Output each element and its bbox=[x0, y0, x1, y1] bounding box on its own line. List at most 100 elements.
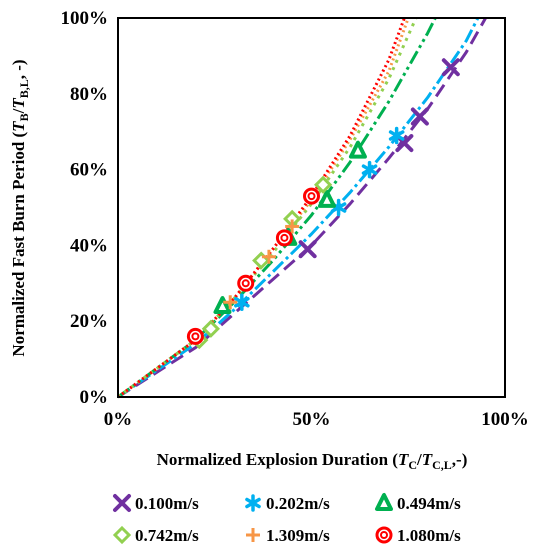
data-point-1-309m-s-2 bbox=[261, 249, 276, 264]
legend-label-0-742m-s: 0.742m/s bbox=[135, 526, 199, 545]
series-line-0-742m-s bbox=[117, 17, 418, 399]
data-point-0-494m-s-1 bbox=[213, 296, 232, 315]
legend-marker-0-100m-s-stroke-2 bbox=[113, 494, 131, 512]
data-point-1-080m-s-2-outer bbox=[237, 274, 255, 292]
y-axis-label-part-2: , -) bbox=[9, 59, 28, 79]
legend-label-1-309m-s: 1.309m/s bbox=[266, 526, 330, 545]
legend-marker-0-742m-s bbox=[112, 525, 132, 545]
data-point-1-080m-s-3-inner bbox=[280, 233, 289, 242]
x-axis-label-part-1: Normalized Explosion Duration ( bbox=[157, 450, 399, 469]
data-point-0-100m-s-3-stroke-2 bbox=[410, 107, 429, 126]
y-axis-label-slash: / bbox=[9, 108, 28, 114]
series-line-0-494m-s bbox=[117, 17, 437, 399]
data-point-1-080m-s-2-inner bbox=[241, 279, 250, 288]
tick-layer: 0% 20% 40% 60% 80% 100% 0% 50% 100% bbox=[61, 8, 529, 430]
data-point-0-202m-s-4-stroke-3 bbox=[388, 130, 405, 141]
data-point-1-080m-s-1-inner bbox=[191, 332, 200, 341]
data-point-0-202m-s-1-stroke-3 bbox=[234, 297, 250, 308]
data-point-0-100m-s-2-stroke-2 bbox=[395, 134, 414, 153]
y-axis-label-symbol-1: T bbox=[9, 121, 28, 132]
legend-item-0-100m-s: 0.100m/s bbox=[113, 494, 199, 513]
data-point-1-080m-s-1-outer bbox=[186, 327, 204, 345]
data-point-0-742m-s-2-shape bbox=[201, 319, 221, 338]
x-axis-label-symbol-1: T bbox=[398, 450, 409, 469]
data-point-1-080m-s-3-outer bbox=[275, 229, 293, 247]
y-axis-label-sub-1: B bbox=[17, 113, 31, 121]
data-point-0-742m-s-5-shape bbox=[313, 175, 333, 194]
legend-label-0-494m-s: 0.494m/s bbox=[397, 494, 461, 513]
legend-label-0-100m-s: 0.100m/s bbox=[135, 494, 199, 513]
data-point-1-080m-s-4-inner bbox=[307, 192, 316, 201]
legend-marker-1-309m-s bbox=[246, 528, 260, 542]
legend-marker-0-742m-s-shape bbox=[112, 525, 132, 545]
legend-item-0-202m-s: 0.202m/s bbox=[245, 494, 330, 513]
y-tick-label-20: 20% bbox=[70, 311, 108, 332]
data-point-0-100m-s-3 bbox=[410, 107, 429, 126]
data-point-0-202m-s-3 bbox=[361, 160, 378, 179]
y-tick-label-40: 40% bbox=[70, 235, 108, 256]
legend-item-0-494m-s: 0.494m/s bbox=[375, 493, 461, 513]
data-point-0-494m-s-3-shape bbox=[317, 189, 336, 208]
data-point-0-202m-s-3-stroke-3 bbox=[361, 164, 378, 175]
x-tick-label-0: 0% bbox=[104, 409, 133, 430]
x-axis-label-slash: / bbox=[416, 450, 422, 469]
legend-item-1-309m-s: 1.309m/s bbox=[246, 526, 330, 545]
legend-item-1-080m-s: 1.080m/s bbox=[375, 526, 461, 545]
data-point-0-100m-s-1-stroke-2 bbox=[298, 240, 317, 259]
legend-marker-1-080m-s-inner bbox=[380, 531, 388, 539]
legend-marker-0-100m-s bbox=[113, 494, 131, 512]
x-axis-label-part-2: ,-) bbox=[452, 450, 468, 469]
series-line-1-309m-s bbox=[117, 17, 410, 399]
y-axis-label-part-1: Normalized Fast Burn Period ( bbox=[9, 131, 28, 356]
series-line-0-202m-s bbox=[117, 17, 480, 399]
data-point-0-742m-s-2 bbox=[201, 319, 221, 338]
data-point-0-202m-s-4 bbox=[388, 126, 405, 145]
x-axis-label-sub-2: C,L bbox=[432, 458, 452, 472]
x-axis-label: Normalized Explosion Duration (TC/TC,L,-… bbox=[157, 450, 468, 472]
y-tick-label-80: 80% bbox=[70, 84, 108, 105]
data-point-0-494m-s-1-shape bbox=[213, 296, 232, 315]
x-axis-label-symbol-2: T bbox=[422, 450, 433, 469]
data-point-0-494m-s-4 bbox=[348, 140, 367, 159]
marker-layer bbox=[186, 58, 460, 350]
legend-marker-0-494m-s bbox=[375, 493, 393, 511]
x-tick-label-100: 100% bbox=[481, 409, 529, 430]
x-tick-label-50: 50% bbox=[293, 409, 331, 430]
data-point-0-202m-s-1 bbox=[234, 293, 250, 311]
plot-area-frame bbox=[117, 17, 506, 398]
y-tick-label-60: 60% bbox=[70, 160, 108, 181]
data-point-1-080m-s-4 bbox=[303, 187, 320, 205]
y-tick-label-100: 100% bbox=[61, 8, 109, 29]
data-point-0-100m-s-1 bbox=[298, 240, 317, 259]
y-axis-label: Normalized Fast Burn Period (TB/TB,L, -) bbox=[9, 59, 31, 356]
legend-marker-0-202m-s-stroke-3 bbox=[245, 497, 261, 509]
legend-marker-0-494m-s-shape bbox=[375, 493, 393, 511]
series-line-1-080m-s bbox=[117, 17, 406, 399]
legend: 0.100m/s 0.202m/s 0.494m/s 0.742m/s 1.309m/s… bbox=[112, 493, 461, 545]
legend-item-0-742m-s: 0.742m/s bbox=[112, 525, 199, 545]
data-point-1-080m-s-3 bbox=[275, 229, 293, 247]
x-axis-label-sub-1: C bbox=[408, 458, 417, 472]
y-axis-label-symbol-2: T bbox=[9, 98, 28, 109]
data-point-1-080m-s-4-outer bbox=[303, 187, 320, 205]
legend-marker-0-202m-s bbox=[245, 494, 261, 512]
data-point-0-494m-s-3 bbox=[317, 189, 336, 208]
legend-marker-1-080m-s-outer bbox=[375, 526, 393, 544]
data-point-0-742m-s-5 bbox=[313, 175, 333, 194]
legend-label-1-080m-s: 1.080m/s bbox=[397, 526, 461, 545]
data-point-1-309m-s-1 bbox=[223, 295, 238, 310]
data-point-1-080m-s-2 bbox=[237, 274, 255, 292]
data-point-0-494m-s-4-shape bbox=[348, 140, 367, 159]
data-point-0-100m-s-4-stroke-2 bbox=[441, 58, 460, 77]
legend-label-0-202m-s: 0.202m/s bbox=[266, 494, 330, 513]
data-point-0-100m-s-4 bbox=[441, 58, 460, 77]
y-axis-label-sub-2: B,L bbox=[17, 79, 31, 98]
data-point-1-309m-s-3 bbox=[285, 219, 300, 234]
y-tick-label-0: 0% bbox=[80, 387, 109, 408]
series-layer bbox=[117, 17, 487, 399]
legend-marker-1-080m-s bbox=[375, 526, 393, 544]
data-point-1-080m-s-1 bbox=[186, 327, 204, 345]
data-point-0-202m-s-2-stroke-3 bbox=[330, 202, 347, 213]
